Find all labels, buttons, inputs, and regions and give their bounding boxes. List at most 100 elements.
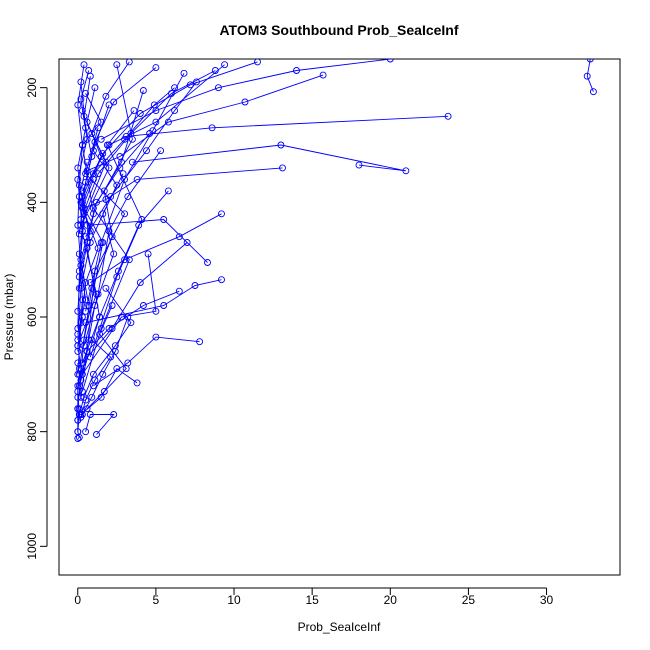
data-point xyxy=(74,388,82,395)
data-point xyxy=(121,256,129,264)
data-point xyxy=(241,98,249,106)
data-point xyxy=(157,147,165,155)
data-point xyxy=(125,59,133,66)
series-line xyxy=(80,70,216,220)
x-axis: 0 5 10 15 20 25 30 xyxy=(74,587,554,607)
data-point xyxy=(77,78,85,86)
data-point xyxy=(160,216,168,223)
series-line xyxy=(89,110,143,358)
data-point xyxy=(86,279,94,287)
series-10 xyxy=(82,411,118,438)
data-point xyxy=(74,101,82,109)
series-45 xyxy=(86,210,225,287)
data-point xyxy=(122,365,130,373)
data-point xyxy=(164,187,172,195)
data-point xyxy=(355,161,363,169)
series-line xyxy=(81,90,144,392)
data-point xyxy=(196,338,204,346)
data-point xyxy=(74,175,82,183)
data-point xyxy=(88,393,96,401)
data-point xyxy=(77,95,85,103)
series-line xyxy=(82,316,129,415)
data-point xyxy=(100,388,108,395)
series-4 xyxy=(80,164,286,212)
series-5 xyxy=(83,71,327,175)
data-point xyxy=(175,287,183,295)
data-point xyxy=(130,107,138,115)
data-point xyxy=(78,296,86,304)
data-point xyxy=(94,124,102,132)
data-point xyxy=(138,216,146,223)
data-point xyxy=(110,250,118,258)
data-point xyxy=(191,282,199,289)
data-point xyxy=(74,428,82,436)
data-point xyxy=(93,431,100,438)
data-point xyxy=(88,153,96,160)
x-tick-label: 20 xyxy=(384,593,398,607)
data-point xyxy=(105,164,113,172)
series-21 xyxy=(75,61,136,373)
series-43 xyxy=(77,67,219,223)
data-point xyxy=(107,193,115,201)
data-point xyxy=(279,164,286,172)
data-point xyxy=(144,250,152,258)
series-line xyxy=(81,190,169,364)
data-point xyxy=(88,336,96,344)
data-point xyxy=(139,87,147,94)
data-point xyxy=(74,359,82,367)
y-tick-label: 600 xyxy=(25,307,39,327)
series-28 xyxy=(77,170,127,384)
y-tick-label: 1000 xyxy=(25,533,39,560)
data-point xyxy=(75,267,83,275)
series-line xyxy=(100,59,391,140)
series-2 xyxy=(122,112,452,140)
data-point xyxy=(91,302,99,309)
y-axis-label: Pressure (mbar) xyxy=(2,274,16,361)
data-point xyxy=(113,365,121,373)
data-point xyxy=(386,59,394,63)
data-point xyxy=(121,210,129,218)
data-point xyxy=(136,279,144,287)
data-point xyxy=(583,72,591,80)
data-point xyxy=(75,411,83,418)
data-point xyxy=(75,250,83,258)
data-point xyxy=(218,210,225,218)
data-point xyxy=(83,135,91,143)
data-point xyxy=(85,67,93,74)
data-point xyxy=(293,67,300,74)
data-point xyxy=(93,198,100,206)
data-point xyxy=(214,84,222,92)
series-line xyxy=(80,367,138,415)
x-axis-label: Prob_SeaIceInf xyxy=(298,620,381,634)
x-tick-label: 25 xyxy=(462,593,476,607)
data-point xyxy=(100,187,108,195)
data-point xyxy=(74,342,82,350)
data-point xyxy=(96,330,104,338)
plot-frame xyxy=(58,58,621,576)
series-line xyxy=(93,336,200,387)
data-point xyxy=(74,435,82,442)
data-point xyxy=(91,84,99,92)
data-point xyxy=(77,284,85,292)
data-point xyxy=(152,333,160,341)
data-point xyxy=(136,110,144,117)
series-line xyxy=(82,242,188,364)
data-point xyxy=(83,347,91,355)
y-tick-label: 400 xyxy=(25,192,39,212)
data-point xyxy=(83,118,91,126)
data-layer xyxy=(74,59,597,442)
data-point xyxy=(82,178,90,186)
series-48 xyxy=(74,313,86,436)
series-line xyxy=(78,61,130,272)
data-point xyxy=(89,204,97,212)
data-point xyxy=(124,313,132,321)
x-tick-label: 0 xyxy=(74,593,81,607)
data-point xyxy=(102,158,110,166)
data-point xyxy=(102,284,110,292)
series-35 xyxy=(78,313,132,418)
y-tick-label: 200 xyxy=(25,77,39,97)
data-point xyxy=(218,276,225,284)
x-tick-label: 5 xyxy=(153,593,160,607)
data-point xyxy=(586,59,594,63)
x-tick-label: 15 xyxy=(305,593,319,607)
